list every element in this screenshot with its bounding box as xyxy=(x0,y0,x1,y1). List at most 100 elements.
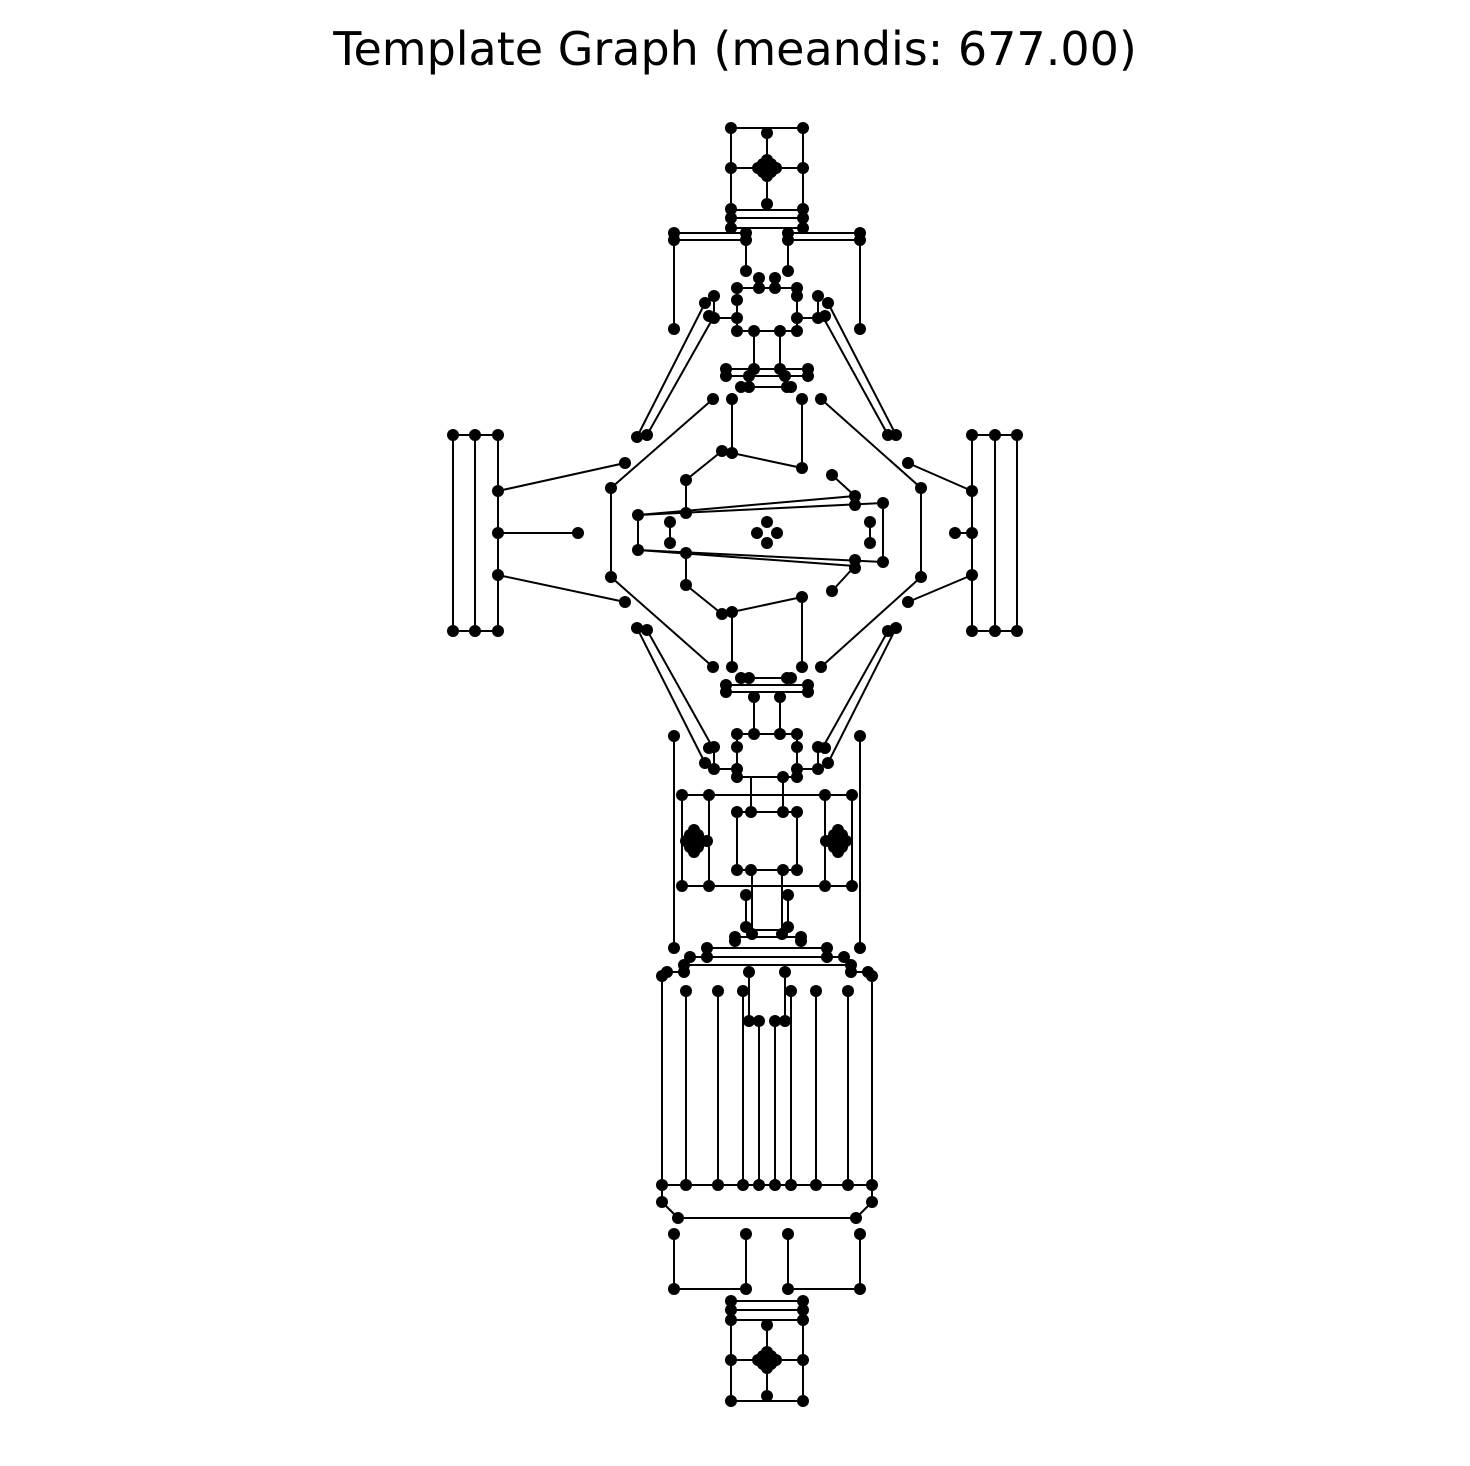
graph-node xyxy=(712,985,724,997)
graph-node xyxy=(782,234,794,246)
graph-edge xyxy=(907,574,973,603)
graph-node xyxy=(740,1283,752,1295)
graph-node xyxy=(796,393,808,405)
graph-node xyxy=(664,537,676,549)
graph-edge xyxy=(731,452,803,469)
graph-node xyxy=(726,393,738,405)
graph-node xyxy=(791,290,803,302)
graph-node xyxy=(769,1179,781,1191)
graph-edge xyxy=(610,398,714,489)
graph-node xyxy=(492,625,504,637)
graph-node xyxy=(842,1179,854,1191)
graph-node xyxy=(785,672,797,684)
graph-node xyxy=(821,942,833,954)
graph-node xyxy=(819,742,831,754)
graph-node xyxy=(854,942,866,954)
graph-node xyxy=(668,730,680,742)
graph-node xyxy=(797,122,809,134)
graph-edge xyxy=(685,450,723,481)
graph-node xyxy=(769,1015,781,1027)
graph-node xyxy=(708,312,720,324)
graph-node xyxy=(989,625,1001,637)
graph-edge xyxy=(907,462,973,492)
graph-node xyxy=(703,789,715,801)
graph-node xyxy=(748,691,760,703)
graph-node xyxy=(769,272,781,284)
graph-node xyxy=(838,951,850,963)
graph-node xyxy=(680,474,692,486)
graph-edge xyxy=(497,574,626,603)
graph-node xyxy=(703,880,715,892)
graph-node xyxy=(776,928,788,940)
graph-node xyxy=(815,393,827,405)
graph-nodes xyxy=(447,122,1023,1407)
graph-node xyxy=(469,625,481,637)
graph-node xyxy=(708,763,720,775)
graph-node xyxy=(819,310,831,322)
graph-node xyxy=(849,499,861,511)
graph-node xyxy=(761,1319,773,1331)
graph-node xyxy=(966,569,978,581)
graph-node xyxy=(849,490,861,502)
graph-node xyxy=(769,282,781,294)
graph-node xyxy=(791,806,803,818)
graph-node xyxy=(725,162,737,174)
graph-node xyxy=(680,1179,692,1191)
graph-node xyxy=(761,198,773,210)
graph-node xyxy=(469,429,481,441)
graph-node xyxy=(797,162,809,174)
graph-node xyxy=(797,212,809,224)
graph-node xyxy=(631,622,643,634)
graph-node xyxy=(680,507,692,519)
graph-node xyxy=(774,691,786,703)
graph-node xyxy=(740,265,752,277)
graph-edge xyxy=(820,398,922,489)
graph-node xyxy=(826,469,838,481)
graph-node xyxy=(743,966,755,978)
graph-node xyxy=(826,585,838,597)
graph-node xyxy=(785,985,797,997)
graph-edge xyxy=(822,630,889,748)
graph-node xyxy=(797,1295,809,1307)
graph-node xyxy=(779,370,791,382)
graph-node xyxy=(797,1354,809,1366)
graph-node xyxy=(746,928,758,940)
graph-node xyxy=(785,381,797,393)
graph-node xyxy=(791,741,803,753)
graph-node xyxy=(619,457,631,469)
graph-node xyxy=(492,569,504,581)
graph-node xyxy=(447,625,459,637)
graph-node xyxy=(680,547,692,559)
graph-node xyxy=(761,537,773,549)
graph-node xyxy=(716,608,728,620)
graph-node xyxy=(864,537,876,549)
graph-node xyxy=(890,622,902,634)
graph-node xyxy=(821,951,833,963)
graph-node xyxy=(740,1228,752,1240)
graph-node xyxy=(668,942,680,954)
graph-node xyxy=(765,1358,777,1370)
graph-node xyxy=(761,127,773,139)
graph-node xyxy=(716,445,728,457)
graph-node xyxy=(731,325,743,337)
graph-node xyxy=(748,728,760,740)
graph-node xyxy=(822,297,834,309)
graph-node xyxy=(796,462,808,474)
graph-edge xyxy=(827,302,897,436)
graph-edge xyxy=(822,316,889,436)
graph-node xyxy=(676,789,688,801)
graph-node xyxy=(779,966,791,978)
graph-node xyxy=(761,516,773,528)
graph-node xyxy=(854,1228,866,1240)
graph-node xyxy=(492,527,504,539)
graph-node xyxy=(748,363,760,375)
graph-node xyxy=(777,806,789,818)
graph-node xyxy=(731,771,743,783)
graph-node xyxy=(725,1395,737,1407)
graph-node xyxy=(631,431,643,443)
graph-node xyxy=(791,312,803,324)
graph-node xyxy=(726,661,738,673)
graph-node xyxy=(753,282,765,294)
graph-node xyxy=(846,880,858,892)
graph-node xyxy=(774,728,786,740)
